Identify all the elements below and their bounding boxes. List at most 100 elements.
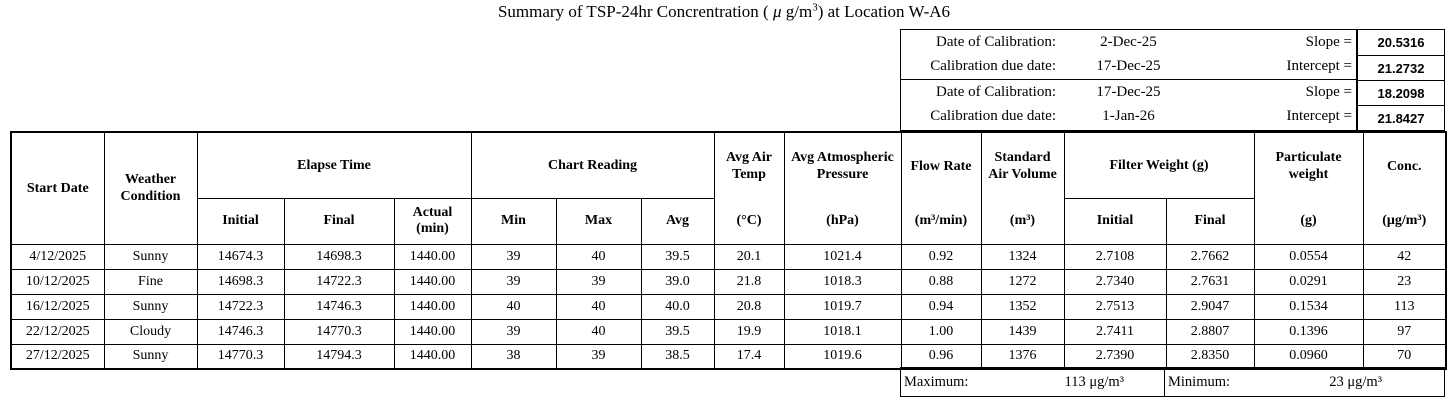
cell-atm-pressure: 1018.3 [783,268,902,295]
calibration-due-label: Calibration due date: [930,58,1056,75]
cell-chart-min: 40 [470,293,557,320]
col-header-elapse-final: Final [283,197,395,245]
title-unit: g/m [781,2,813,21]
cell-elapse-final: 14746.3 [283,293,395,320]
cell-flow-rate: 0.92 [900,243,982,270]
intercept-value-box: 21.2732 [1357,55,1445,81]
table-row: 22/12/2025 Cloudy 14746.3 14770.3 1440.0… [10,318,1447,345]
cell-start-date: 10/12/2025 [10,268,105,295]
title-location: ) at Location W-A6 [817,2,951,21]
cell-weather: Fine [103,268,198,295]
calibration-date-label: Date of Calibration: [936,33,1056,50]
cell-filter-final: 2.7631 [1165,268,1255,295]
col-header-particulate-weight: Particulate weight (g) [1253,131,1364,245]
cell-filter-final: 2.7662 [1165,243,1255,270]
col-header-filter-weight: Filter Weight (g) [1063,131,1255,199]
header-label: Particulate weight [1275,149,1342,183]
calibration-due-value: 17-Dec-25 [1096,58,1161,75]
cell-elapse-actual: 1440.00 [393,343,472,370]
cell-elapse-actual: 1440.00 [393,318,472,345]
cell-std-air-volume: 1272 [980,268,1065,295]
header-unit: (min) [416,221,449,236]
calibration-panel: Date of Calibration: 2-Dec-25 Slope = Ca… [900,29,1445,131]
cell-elapse-actual: 1440.00 [393,268,472,295]
cell-elapse-initial: 14770.3 [196,343,285,370]
cell-elapse-initial: 14746.3 [196,318,285,345]
header-unit: (g) [1300,212,1317,228]
intercept-label: Intercept = [1286,58,1352,75]
cell-chart-max: 39 [555,343,642,370]
cell-filter-initial: 2.7108 [1063,243,1167,270]
header-unit: (hPa) [826,212,859,228]
col-header-conc: Conc. (μg/m³) [1362,131,1447,245]
cell-air-temp: 19.9 [713,318,785,345]
cell-particulate-weight: 0.0554 [1253,243,1364,270]
cell-atm-pressure: 1018.1 [783,318,902,345]
cell-start-date: 4/12/2025 [10,243,105,270]
tsp-summary-table: Start Date Weather Condition Elapse Time… [10,131,1447,370]
cell-conc: 23 [1362,268,1447,295]
maximum-label: Maximum: [904,373,969,390]
summary-row: Maximum: 113 μg/m³ Minimum: 23 μg/m³ [900,367,1445,397]
cell-filter-final: 2.8350 [1165,343,1255,370]
col-header-chart-max: Max [555,197,642,245]
minimum-cell: Minimum: 23 μg/m³ [1164,367,1445,397]
page-title: Summary of TSP-24hr Concrentration ( μ g… [0,2,1448,22]
cell-conc: 42 [1362,243,1447,270]
col-header-filter-initial: Initial [1063,197,1167,245]
col-header-elapse-initial: Initial [196,197,285,245]
cell-air-temp: 20.1 [713,243,785,270]
cell-chart-max: 40 [555,293,642,320]
header-unit: (°C) [736,212,762,228]
calibration-row: Date of Calibration: 2-Dec-25 Slope = [901,30,1356,55]
cell-particulate-weight: 0.0960 [1253,343,1364,370]
cell-elapse-final: 14770.3 [283,318,395,345]
cell-chart-min: 39 [470,318,557,345]
cell-start-date: 16/12/2025 [10,293,105,320]
slope-label: Slope = [1305,33,1352,50]
cell-flow-rate: 0.94 [900,293,982,320]
header-unit: (μg/m³) [1382,212,1427,228]
cell-start-date: 27/12/2025 [10,343,105,370]
cell-conc: 70 [1362,343,1447,370]
calibration-date-value: 2-Dec-25 [1100,33,1157,50]
cell-atm-pressure: 1019.6 [783,343,902,370]
cell-filter-initial: 2.7411 [1063,318,1167,345]
header-label: Conc. [1386,158,1422,174]
cell-particulate-weight: 0.1534 [1253,293,1364,320]
calibration-date-label: Date of Calibration: [936,83,1056,100]
col-header-chart-min: Min [470,197,557,245]
mu-symbol: μ [772,2,782,21]
header-label: Flow Rate [910,158,972,174]
slope-value-box: 18.2098 [1357,80,1445,106]
cell-elapse-final: 14698.3 [283,243,395,270]
cell-elapse-final: 14722.3 [283,268,395,295]
col-header-filter-final: Final [1165,197,1255,245]
col-header-chart-avg: Avg [640,197,715,245]
cell-std-air-volume: 1324 [980,243,1065,270]
header-label: Standard Air Volume [988,149,1057,183]
calibration-block-2: Date of Calibration: 17-Dec-25 Slope = C… [900,80,1357,131]
cell-air-temp: 21.8 [713,268,785,295]
calibration-date-value: 17-Dec-25 [1096,83,1161,100]
cell-flow-rate: 1.00 [900,318,982,345]
cell-conc: 113 [1362,293,1447,320]
cell-chart-max: 39 [555,268,642,295]
table-row: 4/12/2025 Sunny 14674.3 14698.3 1440.00 … [10,243,1447,270]
header-label: Avg Air Temp [725,149,772,183]
header-row-sub: Initial Final Actual (min) Min Max Avg I… [11,197,1446,245]
calibration-row: Calibration due date: 17-Dec-25 Intercep… [901,55,1356,80]
cell-elapse-actual: 1440.00 [393,293,472,320]
calibration-due-value: 1-Jan-26 [1102,108,1155,125]
cell-elapse-initial: 14674.3 [196,243,285,270]
header-unit: (m³) [1009,212,1036,228]
cell-air-temp: 17.4 [713,343,785,370]
cell-chart-min: 39 [470,268,557,295]
cell-weather: Cloudy [103,318,198,345]
cell-elapse-initial: 14722.3 [196,293,285,320]
cell-filter-final: 2.8807 [1165,318,1255,345]
cell-conc: 97 [1362,318,1447,345]
cell-weather: Sunny [103,343,198,370]
cell-air-temp: 20.8 [713,293,785,320]
cell-elapse-final: 14794.3 [283,343,395,370]
